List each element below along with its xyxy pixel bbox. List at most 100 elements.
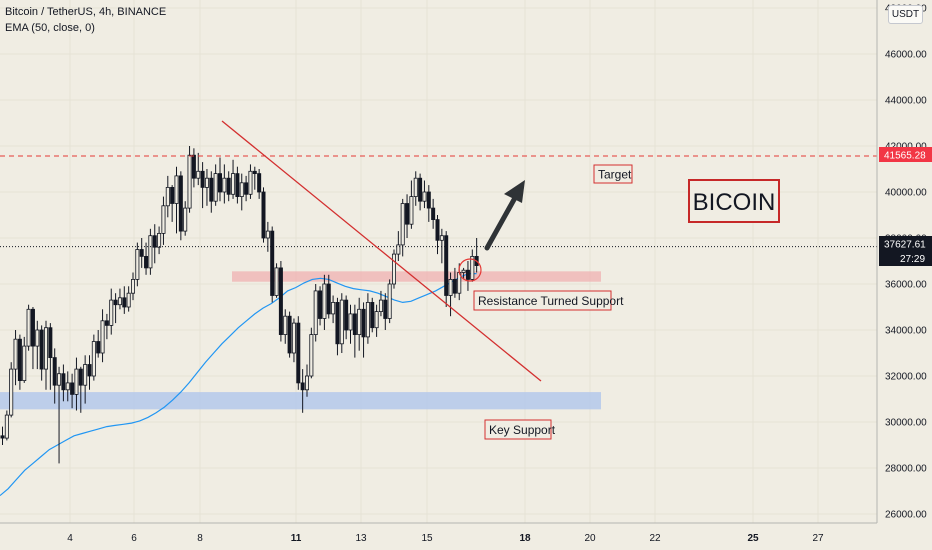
- candle-body: [178, 175, 183, 232]
- symbol-title: Bitcoin / TetherUS, 4h, BINANCE: [5, 6, 167, 18]
- candle: [435, 215, 440, 255]
- candle: [122, 286, 127, 314]
- candle: [183, 201, 188, 236]
- key-support-label[interactable]: Key Support: [484, 419, 556, 440]
- candle: [70, 373, 75, 409]
- candle-body: [104, 320, 109, 326]
- candle: [78, 366, 83, 413]
- price-levels: [0, 155, 877, 248]
- candle: [231, 159, 236, 199]
- y-tick-label: 40000.00: [885, 188, 927, 199]
- candle-body: [213, 173, 218, 202]
- x-tick-label: 22: [649, 533, 661, 544]
- y-tick-label: 26000.00: [885, 510, 927, 521]
- candle-body: [409, 196, 414, 225]
- candle-body: [378, 299, 383, 313]
- candle-body: [96, 341, 101, 354]
- candle: [187, 146, 192, 213]
- candle-body: [135, 249, 140, 280]
- candle: [252, 166, 257, 190]
- candle: [152, 224, 157, 264]
- candle: [26, 304, 31, 351]
- candle-body: [244, 182, 249, 195]
- x-tick-label: 27: [812, 533, 824, 544]
- candle-body: [13, 338, 18, 370]
- candle-body: [170, 186, 175, 204]
- candle-body: [44, 327, 49, 370]
- time-axis[interactable]: [0, 522, 932, 550]
- candle-body: [91, 341, 96, 377]
- candle-body: [139, 249, 144, 257]
- price-axis[interactable]: [876, 0, 932, 550]
- candle: [405, 194, 410, 238]
- candle: [357, 297, 362, 351]
- price-zones: [0, 271, 601, 410]
- x-tick-label: 11: [291, 533, 302, 544]
- up-arrow-icon: [484, 180, 525, 251]
- candle-body: [387, 283, 392, 319]
- y-tick-label: 34000.00: [885, 326, 927, 337]
- candle: [74, 357, 79, 411]
- candle: [244, 175, 249, 202]
- candle: [470, 249, 475, 282]
- candle: [344, 295, 349, 340]
- x-tick-label: 13: [355, 533, 367, 544]
- resistance-support-zone: [232, 271, 601, 282]
- candle-body: [309, 334, 314, 377]
- candle: [226, 171, 231, 202]
- candle-body: [283, 315, 288, 336]
- candle: [222, 164, 227, 204]
- candle-body: [52, 357, 57, 386]
- target-label[interactable]: Target: [593, 164, 633, 184]
- candle-body: [161, 205, 166, 234]
- candle-body: [226, 177, 231, 195]
- candle-body: [331, 301, 336, 315]
- candle-body: [39, 329, 44, 370]
- candle-body: [465, 269, 470, 280]
- candle-body: [344, 299, 349, 331]
- candle-body: [174, 175, 179, 204]
- candle-body: [452, 278, 457, 294]
- candle: [48, 323, 53, 390]
- candle: [113, 293, 118, 324]
- x-tick-label: 15: [421, 533, 433, 544]
- candle-body: [126, 292, 131, 308]
- candle-body: [431, 207, 436, 221]
- candle-body: [222, 177, 227, 193]
- candle: [239, 173, 244, 211]
- candle: [374, 304, 379, 337]
- candle: [4, 410, 9, 441]
- candle-body: [439, 235, 444, 241]
- candle: [109, 288, 114, 335]
- candle: [365, 293, 370, 344]
- candle-body: [9, 368, 14, 416]
- candle-body: [109, 299, 114, 326]
- candle-body: [444, 235, 449, 296]
- candle-body: [461, 269, 466, 273]
- candle: [148, 228, 153, 275]
- candle-body: [278, 267, 283, 335]
- candle-body: [17, 338, 22, 382]
- candle: [322, 274, 327, 330]
- candle-body: [374, 311, 379, 329]
- candle: [335, 297, 340, 356]
- candle: [9, 362, 14, 418]
- candle-body: [400, 203, 405, 246]
- candle-body: [405, 203, 410, 225]
- bicoin-title-box[interactable]: BICOIN: [688, 179, 780, 223]
- candle: [383, 293, 388, 330]
- candle-body: [152, 235, 157, 248]
- candle-body: [183, 207, 188, 232]
- candle: [209, 171, 214, 213]
- svg-text:BICOIN: BICOIN: [693, 189, 776, 216]
- candle: [213, 164, 218, 206]
- resistance-turned-support-label[interactable]: Resistance Turned Support: [473, 290, 624, 311]
- candle: [283, 309, 288, 344]
- candle: [39, 325, 44, 381]
- y-tick-label: 30000.00: [885, 418, 927, 429]
- candle: [465, 261, 470, 291]
- candle: [165, 175, 170, 218]
- currency-badge[interactable]: USDT: [888, 5, 923, 24]
- candle-body: [448, 278, 453, 296]
